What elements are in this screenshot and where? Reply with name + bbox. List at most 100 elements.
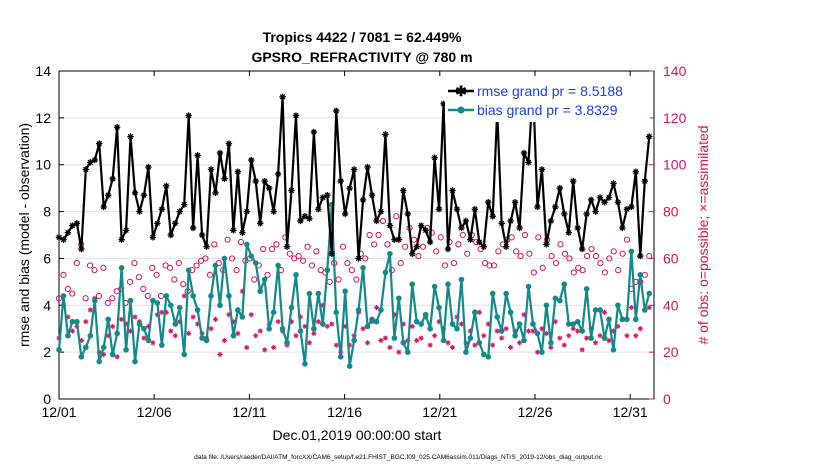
obs-assimilated-point [212,316,219,322]
bias-series [56,201,653,370]
bias-point [346,363,353,370]
rmse-point [417,222,425,229]
obs-assimilated-point [508,344,514,351]
rmse-point [216,149,224,157]
bias-point [221,255,228,262]
obs-possible-point [584,252,591,260]
bias-point [351,337,357,344]
obs-possible-point [513,248,520,255]
obs-possible-point [180,281,187,288]
left-tick-label: 0 [43,391,51,407]
bias-point [270,309,277,316]
rmse-point [453,206,461,213]
bias-point [507,309,514,316]
rmse-point [400,187,407,194]
obs-assimilated-point [597,333,603,339]
bias-point [275,262,281,269]
right-tick-label: 80 [663,204,679,220]
obs-possible-point [561,250,569,257]
obs-assimilated-point [481,333,487,339]
obs-possible-point [548,252,555,260]
rmse-point [55,234,63,241]
bias-point [145,337,152,344]
obs-assimilated-point [271,344,277,351]
rmse-point [364,163,371,171]
bias-point [60,293,67,299]
rmse-point [632,168,640,175]
rmse-point [122,227,130,234]
x-tick-label: 12/06 [137,404,172,420]
rmse-point [449,187,456,194]
rmse-point [261,177,268,185]
bias-point [485,354,492,360]
bias-point [230,332,237,339]
obs-possible-point [570,269,577,276]
rmse-point [127,133,134,140]
obs-possible-point [450,260,458,267]
bias-point [530,321,536,327]
obs-assimilated-point [570,326,576,332]
bias-point [404,349,411,355]
rmse-point [404,210,411,218]
obs-possible-point [144,292,151,300]
rmse-point [167,231,174,239]
obs-possible-point [557,241,564,248]
obs-assimilated-point [150,340,156,346]
obs-possible-point [393,213,400,220]
obs-possible-point [344,260,351,267]
bias-point [306,290,313,297]
bias-point [449,321,456,327]
right-tick-label: 140 [663,63,687,79]
obs-possible-point [175,260,182,267]
obs-possible-point [397,260,404,267]
obs-assimilated-point [601,309,608,315]
obs-possible-point [73,260,80,267]
bias-point [552,295,559,302]
obs-possible-point [433,248,440,255]
obs-possible-point [530,269,537,276]
legend-rmse-label: rmse grand pr = 8.5188 [477,83,623,99]
bias-point [646,290,653,297]
rmse-point [556,184,564,192]
rmse-point [552,203,559,211]
rmse-point [547,217,555,225]
rmse-point [538,166,546,173]
obs-assimilated-point [373,305,380,311]
rmse-point [230,227,237,234]
bias-point [217,302,223,309]
bias-point [284,339,290,346]
bias-point [105,316,111,323]
obs-assimilated-point [69,328,76,334]
rmse-point [525,159,532,166]
rmse-point [413,243,420,250]
bias-point [458,276,465,283]
rmse-point [78,245,85,253]
obs-assimilated-point [628,305,634,311]
rmse-point [628,203,635,211]
rmse-point [239,229,246,236]
rmse-point [623,206,631,213]
rmse-point [596,194,604,201]
obs-possible-point [82,295,89,302]
bias-point [87,332,94,339]
obs-possible-point [135,274,142,281]
rmse-point [502,243,510,250]
rmse-point [431,154,438,161]
bias-point [557,297,563,304]
rmse-point [507,217,514,225]
obs-possible-point [126,278,134,285]
obs-possible-point [601,269,608,276]
bias-point [127,297,134,304]
obs-possible-point [419,243,427,250]
rmse-point [73,220,81,227]
obs-possible-point [193,262,200,269]
left-tick-label: 4 [43,297,51,313]
bias-point [163,293,170,299]
obs-assimilated-point [516,340,523,346]
bias-point [136,321,143,327]
obs-possible-point [149,264,156,271]
left-tick-label: 6 [43,250,51,266]
rmse-point [516,224,523,232]
obs-assimilated-point [360,326,366,332]
rmse-point [601,199,608,206]
